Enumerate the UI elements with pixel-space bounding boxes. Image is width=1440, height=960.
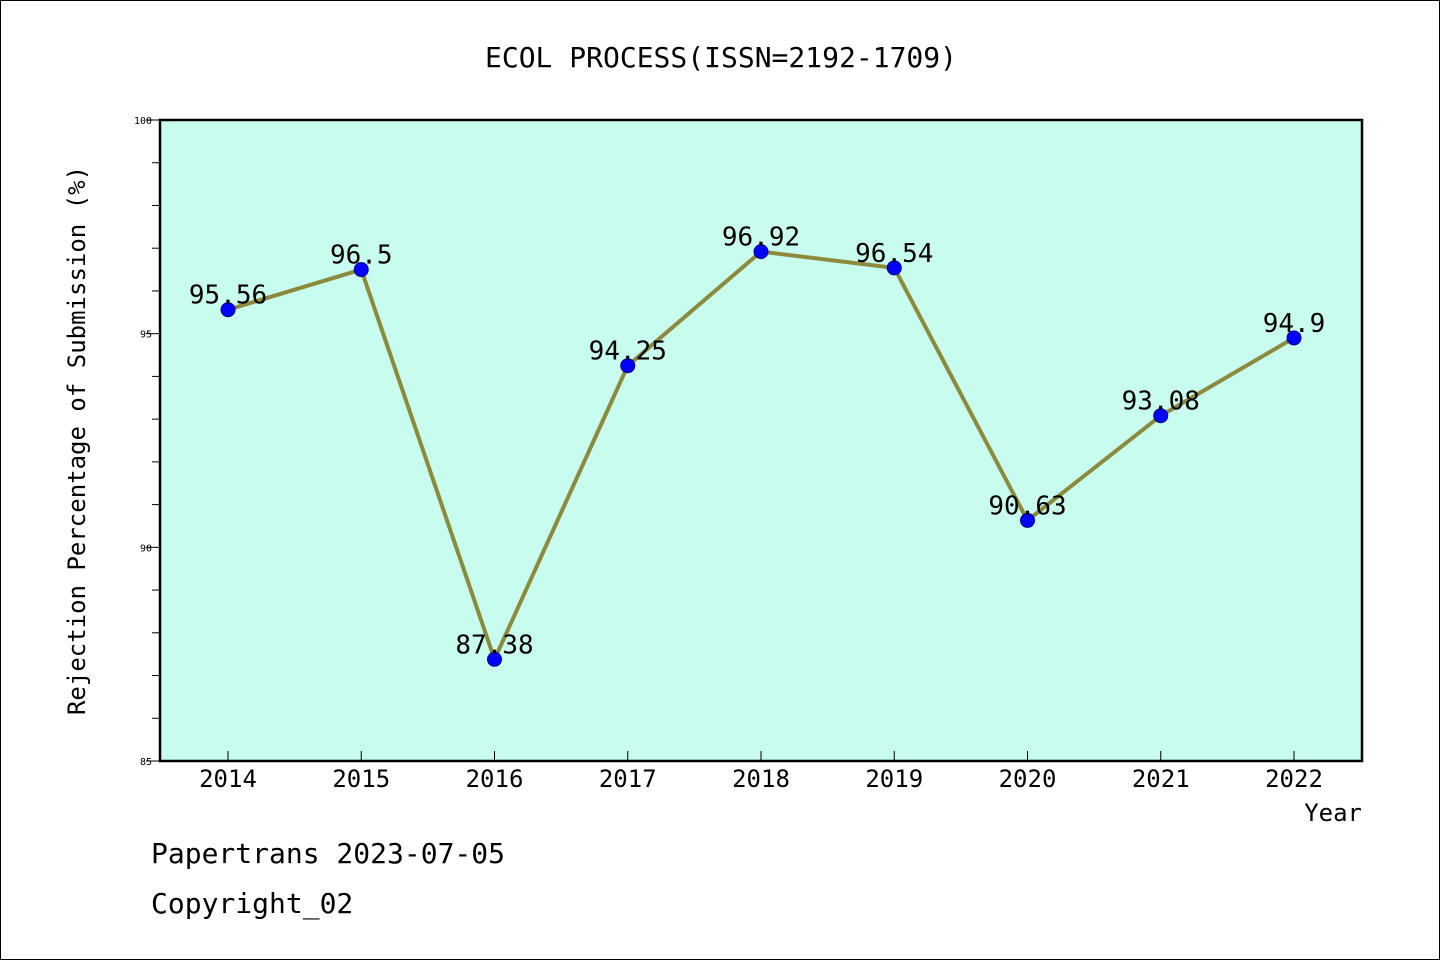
- x-tick-label: 2018: [732, 765, 790, 793]
- data-point: [620, 358, 636, 374]
- x-tick-label: 2020: [999, 765, 1057, 793]
- data-label: 93.08: [1122, 387, 1200, 417]
- data-label: 96.5: [330, 241, 393, 271]
- data-point: [753, 244, 769, 260]
- data-point: [886, 260, 902, 276]
- x-axis-label: Year: [1304, 799, 1362, 827]
- data-label: 96.92: [722, 223, 800, 253]
- data-label: 87.38: [455, 630, 533, 660]
- data-label: 94.25: [589, 337, 667, 367]
- y-tick-label: 90: [140, 543, 152, 554]
- plot-area: [160, 120, 1362, 761]
- data-label: 95.56: [189, 281, 267, 311]
- data-point: [220, 302, 236, 318]
- chart-title: ECOL PROCESS(ISSN=2192-1709): [485, 41, 957, 74]
- footer-copyright: Copyright_02: [151, 887, 354, 920]
- data-point: [1020, 512, 1035, 528]
- footer-source: Papertrans 2023-07-05: [151, 837, 506, 870]
- data-point: [1286, 330, 1302, 346]
- y-tick-label: 100: [134, 116, 152, 127]
- data-label: 96.54: [855, 239, 933, 269]
- data-label: 94.9: [1263, 309, 1326, 339]
- x-tick-label: 2017: [599, 765, 657, 793]
- x-tick-label: 2021: [1132, 765, 1190, 793]
- x-tick-label: 2019: [865, 765, 923, 793]
- x-tick-label: 2022: [1265, 765, 1323, 793]
- data-point: [487, 651, 502, 667]
- x-tick-label: 2014: [199, 765, 257, 793]
- data-point: [1153, 408, 1169, 424]
- y-axis-label: Rejection Percentage of Submission (%): [63, 166, 91, 715]
- y-tick-label: 85: [140, 757, 152, 768]
- data-point: [353, 262, 369, 278]
- x-tick-label: 2015: [332, 765, 390, 793]
- x-tick-label: 2016: [466, 765, 524, 793]
- y-tick-label: 95: [140, 330, 152, 341]
- data-label: 90.63: [988, 491, 1066, 521]
